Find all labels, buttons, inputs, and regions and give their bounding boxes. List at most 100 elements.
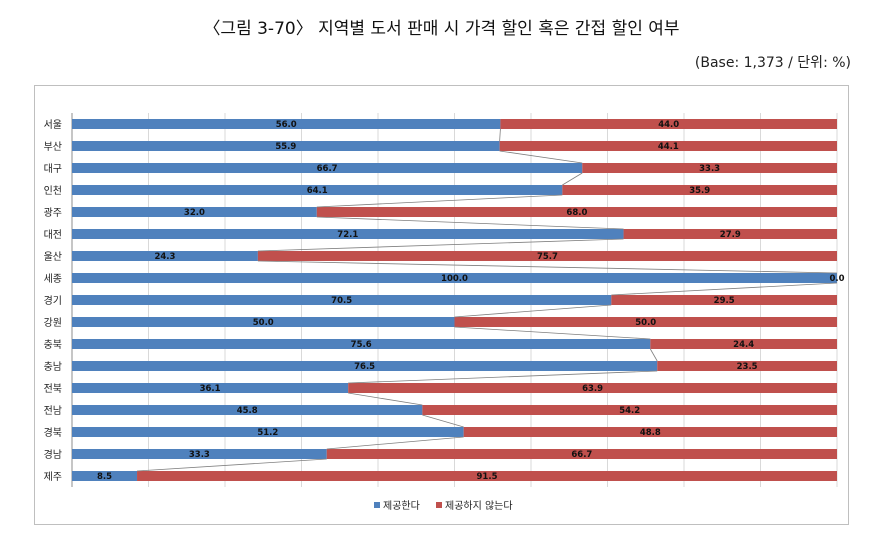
category-label: 인천	[44, 185, 62, 197]
series-line	[257, 238, 624, 252]
category-label: 충남	[44, 361, 62, 373]
data-label: 100.0	[441, 274, 468, 284]
data-label: 50.0	[635, 318, 656, 328]
series-line	[326, 436, 464, 450]
data-label: 51.2	[257, 428, 278, 438]
legend-swatch-provide	[374, 502, 380, 508]
bar-provide	[72, 251, 258, 261]
data-label: 35.9	[689, 186, 710, 196]
bar-not-provide	[257, 251, 837, 261]
chart-subtitle: (Base: 1,373 / 단위: %)	[694, 55, 851, 71]
bar-not-provide	[650, 339, 837, 349]
series-line	[257, 260, 838, 274]
category-label: 경기	[44, 294, 62, 307]
bar-provide	[72, 361, 658, 371]
bar-provide	[72, 339, 651, 349]
series-line	[422, 414, 464, 428]
series-line	[348, 370, 658, 384]
chart-title: 〈그림 3-70〉 지역별 도서 판매 시 가격 할인 혹은 간접 할인 여부	[203, 19, 680, 39]
bar-provide	[72, 163, 583, 173]
data-label: 75.7	[537, 252, 558, 262]
series-line	[136, 458, 327, 472]
series-line	[499, 128, 501, 142]
bar-provide	[72, 295, 612, 305]
category-label: 대전	[44, 229, 62, 241]
category-label: 울산	[44, 251, 62, 263]
category-label: 전북	[44, 383, 62, 395]
legend-label-provide: 제공한다	[383, 500, 420, 512]
legend-swatch-not-provide	[436, 502, 442, 508]
data-label: 24.4	[733, 340, 754, 350]
data-label: 29.5	[714, 296, 735, 306]
data-label: 44.0	[658, 120, 679, 130]
bar-not-provide	[582, 163, 837, 173]
bar-not-provide	[623, 229, 837, 239]
bar-not-provide	[562, 185, 837, 195]
bar-not-provide	[611, 295, 837, 305]
data-label: 44.1	[658, 142, 679, 152]
series-line	[348, 392, 423, 406]
data-label: 72.1	[337, 230, 358, 240]
data-label: 23.5	[737, 362, 758, 372]
bar-provide	[72, 449, 327, 459]
series-line	[454, 326, 651, 340]
series-line	[611, 282, 838, 296]
data-label: 70.5	[331, 296, 352, 306]
bar-provide	[72, 141, 500, 151]
data-label: 91.5	[477, 472, 498, 482]
data-label: 76.5	[354, 362, 375, 372]
bar-provide	[72, 427, 464, 437]
bar-provide	[72, 185, 563, 195]
legend-label-not-provide: 제공하지 않는다	[445, 499, 513, 512]
stacked-bar-chart: 56.0 44.0 서울 55.9 44.1 부산 66.7 33.3 대구 64.1 35.9 인천…	[44, 113, 845, 512]
data-label: 33.3	[699, 164, 720, 174]
data-label: 50.0	[253, 318, 274, 328]
bar-not-provide	[348, 383, 837, 393]
data-label: 66.7	[571, 450, 592, 460]
data-label: 24.3	[154, 252, 175, 262]
bar-not-provide	[316, 207, 837, 217]
data-label: 32.0	[184, 208, 205, 218]
series-line	[562, 172, 583, 186]
data-label: 8.5	[97, 472, 112, 482]
category-label: 대구	[44, 163, 62, 175]
category-label: 광주	[44, 207, 62, 219]
category-label: 충북	[44, 339, 62, 351]
bar-not-provide	[500, 119, 837, 129]
series-line	[454, 304, 612, 318]
data-label: 66.7	[317, 164, 338, 174]
category-label: 서울	[44, 119, 62, 131]
data-label: 75.6	[351, 340, 372, 350]
series-line	[316, 216, 624, 230]
bar-provide	[72, 317, 455, 327]
bar-provide	[72, 119, 501, 129]
chart-area: 56.0 44.0 서울 55.9 44.1 부산 66.7 33.3 대구 64.1 35.9 인천…	[34, 85, 849, 525]
bar-provide	[72, 471, 138, 481]
series-line	[649, 348, 658, 362]
bar-not-provide	[499, 141, 837, 151]
data-label: 63.9	[582, 384, 603, 394]
bar-provide	[72, 229, 624, 239]
data-label: 55.9	[275, 142, 296, 152]
bar-not-provide	[657, 361, 837, 371]
bar-provide	[72, 273, 837, 283]
category-label: 강원	[44, 317, 62, 329]
bar-provide	[72, 207, 317, 217]
bar-not-provide	[454, 317, 837, 327]
data-label: 48.8	[640, 428, 661, 438]
data-label: 36.1	[200, 384, 221, 394]
data-label: 56.0	[276, 120, 297, 130]
series-line	[499, 150, 583, 164]
category-label: 경남	[44, 448, 62, 461]
data-label: 45.8	[237, 406, 258, 416]
bar-not-provide	[326, 449, 837, 459]
category-label: 경북	[44, 426, 62, 439]
bar-not-provide	[463, 427, 837, 437]
category-label: 부산	[44, 141, 62, 153]
category-label: 제주	[44, 471, 62, 483]
category-label: 전남	[44, 405, 62, 417]
data-label: 68.0	[566, 208, 587, 218]
data-label: 0.0	[829, 274, 844, 284]
data-label: 54.2	[619, 406, 640, 416]
bar-provide	[72, 405, 423, 415]
